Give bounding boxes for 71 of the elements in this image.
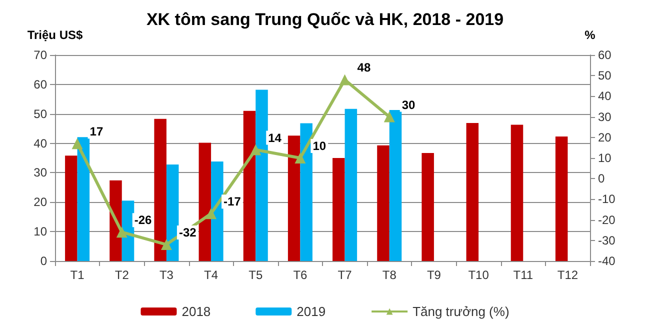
bar [300, 123, 312, 261]
y2-tick-label: 50 [598, 68, 612, 83]
point [384, 111, 395, 122]
bar [389, 110, 402, 261]
legend-label: Tăng trưởng (%) [412, 304, 510, 319]
bar [288, 136, 300, 261]
y2-tick-label: 20 [598, 130, 612, 144]
data-label: 17 [90, 124, 104, 139]
y2-tick-label: -10 [598, 192, 616, 206]
y-tick-label: 30 [34, 166, 48, 180]
y2-tick-label: 60 [598, 48, 612, 62]
y-tick-label: 40 [34, 136, 48, 150]
y-axis-title: Triệu US$ [27, 28, 83, 42]
x-tick-label: T6 [293, 268, 308, 282]
y-tick-label: 20 [34, 195, 48, 210]
x-tick-label: T7 [338, 268, 352, 282]
point [339, 74, 350, 86]
bar [510, 124, 524, 261]
y-tick-label: 0 [40, 254, 48, 268]
x-tick-label: T11 [513, 268, 534, 282]
point [250, 144, 262, 156]
bar [466, 122, 479, 261]
data-label: -26 [134, 213, 152, 228]
legend-label: 2019 [296, 304, 326, 319]
point [294, 152, 306, 164]
point [72, 138, 83, 150]
bar [555, 136, 568, 261]
x-tick-label: T3 [159, 268, 174, 282]
x-tick-label: T9 [426, 268, 442, 282]
y-tick-label: 70 [34, 48, 48, 62]
bar [211, 162, 224, 261]
bar [65, 156, 78, 261]
bar [422, 152, 434, 261]
y2-tick-label: 0 [598, 172, 605, 186]
x-tick-label: T1 [70, 268, 85, 282]
x-tick-label: T8 [382, 268, 397, 282]
chart-title: XK tôm sang Trung Quốc và HK, 2018 - 2019 [146, 10, 504, 29]
y2-axis-title: % [584, 28, 596, 42]
point [206, 208, 217, 220]
y-tick-label: 10 [34, 224, 48, 239]
y2-tick-label: -30 [598, 233, 616, 248]
bar [198, 142, 212, 261]
data-label: -17 [224, 194, 242, 209]
bar [256, 90, 268, 261]
bar [344, 108, 358, 261]
bar [332, 158, 345, 261]
data-label: 48 [357, 60, 371, 75]
y2-tick-label: 30 [598, 110, 612, 124]
y2-tick-label: -20 [598, 212, 616, 227]
point [160, 239, 172, 250]
x-tick-label: T12 [557, 268, 578, 282]
data-label: 14 [268, 130, 282, 145]
bar [154, 118, 166, 261]
bar [77, 137, 90, 261]
x-tick-label: T10 [468, 268, 490, 282]
y2-tick-label: -40 [598, 254, 616, 268]
bar [243, 110, 256, 261]
legend-label: 2018 [182, 304, 211, 319]
bar [166, 164, 179, 261]
bar [377, 145, 390, 261]
point [116, 226, 128, 238]
y2-tick-label: 10 [598, 151, 612, 165]
x-tick-label: T2 [114, 268, 130, 282]
data-label: 30 [402, 98, 416, 112]
data-label: -32 [178, 226, 197, 240]
y-tick-label: 60 [34, 77, 48, 92]
data-label: 10 [312, 139, 326, 153]
y2-tick-label: 40 [598, 89, 612, 104]
y-tick-label: 50 [34, 106, 48, 121]
x-tick-label: T5 [248, 268, 263, 282]
x-tick-label: T4 [204, 268, 218, 282]
